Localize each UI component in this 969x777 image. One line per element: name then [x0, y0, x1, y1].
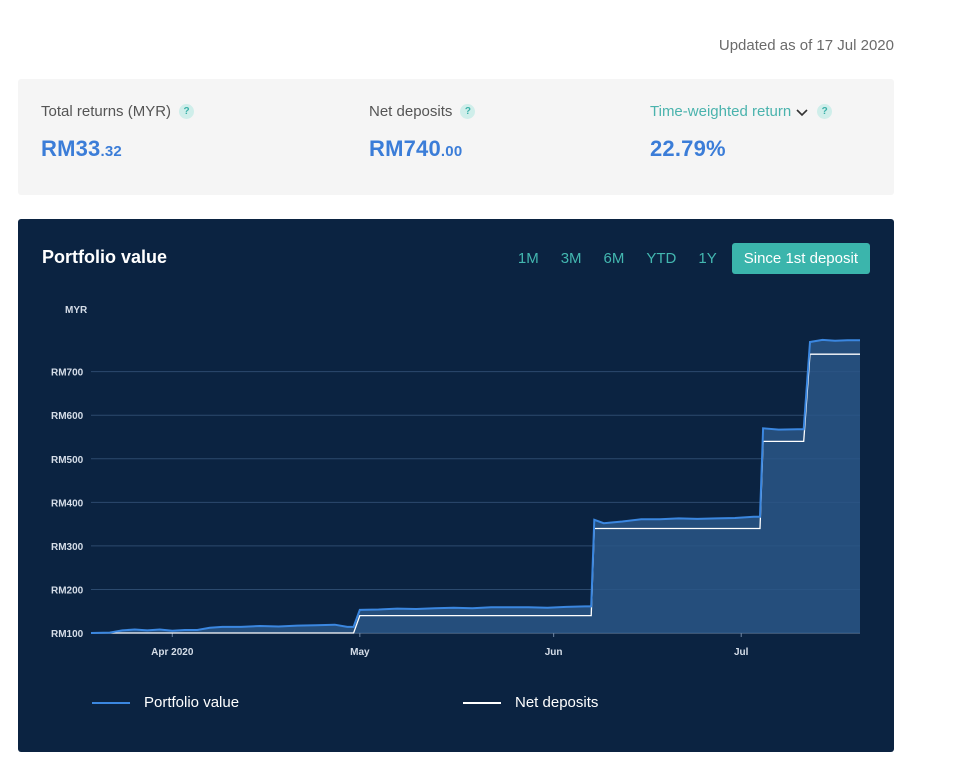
x-tick-label: Apr 2020 — [151, 647, 194, 658]
total-returns-label: Total returns (MYR) — [41, 103, 172, 120]
net-deposits-label: Net deposits — [369, 103, 453, 120]
help-icon[interactable]: ? — [817, 104, 833, 119]
legend-deposits-swatch — [463, 701, 501, 704]
help-icon[interactable]: ? — [179, 104, 195, 119]
x-tick-label: Jun — [545, 647, 563, 658]
y-tick-label: RM100 — [51, 629, 84, 640]
range-button-1y[interactable]: 1Y — [698, 250, 717, 267]
legend-portfolio-label: Portfolio value — [144, 694, 240, 711]
range-button-ytd[interactable]: YTD — [646, 250, 677, 267]
portfolio-value-line — [90, 338, 860, 634]
y-tick-label: RM300 — [51, 542, 84, 553]
range-button-1m[interactable]: 1M — [517, 250, 539, 267]
portfolio-area — [91, 339, 860, 633]
y-tick-label: RM400 — [51, 498, 84, 509]
chevron-down-icon — [796, 108, 808, 116]
x-tick-label: May — [350, 647, 370, 658]
panel-title: Portfolio value — [42, 247, 168, 267]
twr-metric: Time-weighted return ? 22.79% — [650, 103, 833, 162]
range-selector: 1M 3M 6M YTD 1Y Since 1st deposit — [507, 243, 870, 274]
legend-portfolio-swatch — [92, 701, 130, 704]
updated-timestamp: Updated as of 17 Jul 2020 — [718, 37, 894, 54]
net-deposits-value: RM740.00 — [369, 136, 463, 161]
legend-portfolio: Portfolio value — [92, 694, 239, 711]
range-button-since-1st-deposit[interactable]: Since 1st deposit — [731, 243, 870, 274]
y-tick-label: RM600 — [51, 411, 84, 422]
summary-card: Total returns (MYR) ? RM33.32 Net deposi… — [18, 79, 894, 195]
y-tick-label: RM500 — [51, 455, 84, 466]
net-deposits-metric: Net deposits ? RM740.00 — [369, 103, 476, 162]
y-axis-unit-label: MYR — [65, 305, 88, 316]
portfolio-chart: MYR RM100 RM200 RM300 RM400 RM500 RM600 RM700 Ap… — [51, 305, 860, 658]
twr-value: 22.79% — [650, 136, 726, 161]
twr-dropdown[interactable]: Time-weighted return — [650, 103, 809, 120]
y-tick-label: RM700 — [51, 368, 84, 379]
twr-label: Time-weighted return — [650, 103, 792, 120]
portfolio-chart-panel: Portfolio value 1M 3M 6M YTD 1Y Since 1st dep… — [18, 219, 894, 752]
range-button-6m[interactable]: 6M — [603, 250, 625, 267]
total-returns-metric: Total returns (MYR) ? RM33.32 — [41, 103, 195, 162]
legend-deposits-label: Net deposits — [515, 694, 599, 711]
y-tick-label: RM200 — [51, 585, 84, 596]
total-returns-value: RM33.32 — [41, 136, 122, 161]
range-button-3m[interactable]: 3M — [560, 250, 582, 267]
legend-deposits: Net deposits — [463, 694, 598, 711]
help-icon[interactable]: ? — [460, 104, 476, 119]
x-tick-label: Jul — [734, 647, 749, 658]
